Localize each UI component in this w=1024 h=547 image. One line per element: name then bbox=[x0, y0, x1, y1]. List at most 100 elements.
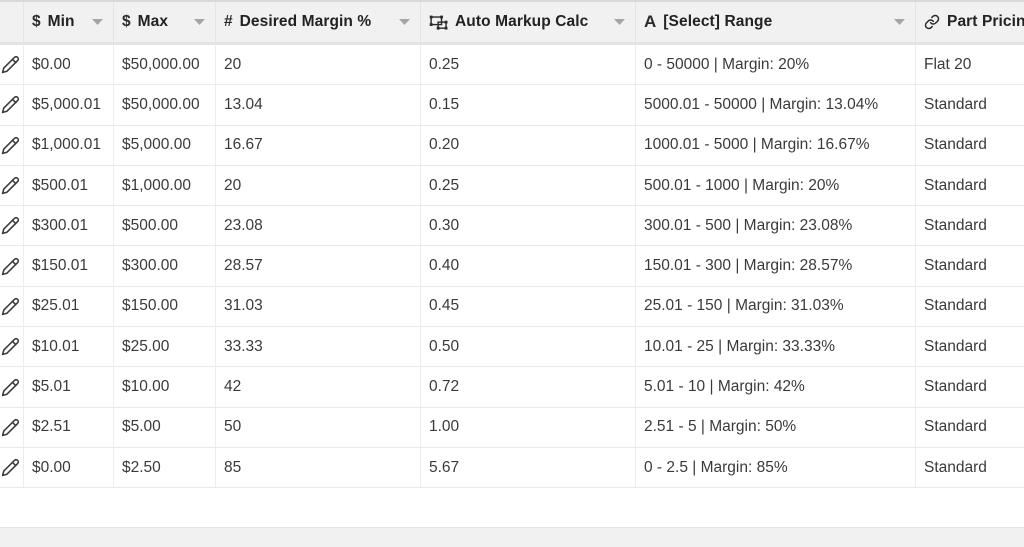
cell-select-range[interactable]: 150.01 - 300 | Margin: 28.57% bbox=[636, 246, 916, 286]
cell-part-pricing[interactable]: Standard bbox=[924, 337, 987, 355]
cell-auto-markup[interactable]: 5.67 bbox=[421, 447, 636, 488]
cell-auto-markup[interactable]: 1.00 bbox=[421, 407, 636, 447]
cell-max[interactable]: $10.00 bbox=[114, 367, 216, 407]
cell-desired-margin[interactable]: 16.67 bbox=[216, 125, 421, 165]
chevron-down-icon[interactable] bbox=[614, 19, 625, 25]
cell-auto-markup[interactable]: 0.15 bbox=[421, 85, 636, 125]
cell-auto-markup[interactable]: 0.72 bbox=[421, 367, 636, 407]
cell-select-range[interactable]: 5.01 - 10 | Margin: 42% bbox=[636, 367, 916, 407]
cell-select-range[interactable]: 300.01 - 500 | Margin: 23.08% bbox=[636, 206, 916, 246]
column-header-min[interactable]: $ Min bbox=[24, 2, 114, 42]
column-label: Desired Margin % bbox=[239, 13, 372, 30]
table-body: $0.00 $50,000.00 20 0.25 0 - 50000 | Mar… bbox=[0, 45, 1024, 489]
cell-part-pricing[interactable]: Standard bbox=[924, 257, 987, 275]
cell-part-pricing[interactable]: Flat 20 bbox=[924, 55, 972, 73]
cell-part-pricing[interactable]: Standard bbox=[924, 297, 987, 315]
table-row: $5,000.01 $50,000.00 13.04 0.15 5000.01 … bbox=[0, 85, 1024, 126]
cell-desired-margin[interactable]: 28.57 bbox=[216, 246, 421, 286]
cell-desired-margin[interactable]: 31.03 bbox=[216, 286, 421, 327]
cell-max[interactable]: $50,000.00 bbox=[114, 85, 216, 125]
table-row: $2.51 $5.00 50 1.00 2.51 - 5 | Margin: 5… bbox=[0, 407, 1024, 448]
table-row: $150.01 $300.00 28.57 0.40 150.01 - 300 … bbox=[0, 246, 1024, 287]
cell-part-pricing[interactable]: Standard bbox=[924, 95, 987, 113]
cell-min[interactable]: $5,000.01 bbox=[24, 85, 114, 125]
cell-max[interactable]: $5,000.00 bbox=[114, 125, 216, 165]
row-edit-button[interactable] bbox=[0, 447, 24, 488]
table-row: $0.00 $50,000.00 20 0.25 0 - 50000 | Mar… bbox=[0, 45, 1024, 86]
pencil-icon bbox=[1, 55, 20, 74]
column-header-max[interactable]: $ Max bbox=[114, 2, 216, 42]
cell-min[interactable]: $25.01 bbox=[24, 286, 114, 327]
cell-desired-margin[interactable]: 50 bbox=[216, 407, 421, 447]
cell-max[interactable]: $300.00 bbox=[114, 246, 216, 286]
cell-select-range[interactable]: 25.01 - 150 | Margin: 31.03% bbox=[636, 286, 916, 327]
cell-desired-margin[interactable]: 33.33 bbox=[216, 327, 421, 367]
cell-desired-margin[interactable]: 20 bbox=[216, 165, 421, 206]
cell-part-pricing[interactable]: Standard bbox=[924, 216, 987, 234]
chevron-down-icon[interactable] bbox=[894, 19, 905, 25]
grid-header: $ Min $ Max # Desired Margin % bbox=[0, 0, 1024, 45]
cell-part-pricing[interactable]: Standard bbox=[924, 378, 987, 396]
cell-min[interactable]: $500.01 bbox=[24, 165, 114, 206]
column-header-desired-margin[interactable]: # Desired Margin % bbox=[216, 2, 421, 42]
cell-auto-markup[interactable]: 0.40 bbox=[421, 246, 636, 286]
cell-part-pricing[interactable]: Standard bbox=[924, 418, 987, 436]
cell-desired-margin[interactable]: 20 bbox=[216, 45, 421, 85]
cell-min[interactable]: $300.01 bbox=[24, 206, 114, 246]
row-edit-button[interactable] bbox=[0, 125, 24, 165]
cell-max[interactable]: $25.00 bbox=[114, 327, 216, 367]
table-row: $25.01 $150.00 31.03 0.45 25.01 - 150 | … bbox=[0, 286, 1024, 328]
cell-min[interactable]: $0.00 bbox=[24, 45, 114, 85]
cell-auto-markup[interactable]: 0.20 bbox=[421, 125, 636, 165]
cell-max[interactable]: $500.00 bbox=[114, 206, 216, 246]
cell-select-range[interactable]: 0 - 50000 | Margin: 20% bbox=[636, 45, 916, 85]
cell-min[interactable]: $2.51 bbox=[24, 407, 114, 447]
cell-select-range[interactable]: 500.01 - 1000 | Margin: 20% bbox=[636, 165, 916, 206]
cell-min[interactable]: $5.01 bbox=[24, 367, 114, 407]
cell-select-range[interactable]: 5000.01 - 50000 | Margin: 13.04% bbox=[636, 85, 916, 125]
cell-auto-markup[interactable]: 0.50 bbox=[421, 327, 636, 367]
cell-max[interactable]: $5.00 bbox=[114, 407, 216, 447]
cell-desired-margin[interactable]: 42 bbox=[216, 367, 421, 407]
column-header-select-range[interactable]: A [Select] Range bbox=[636, 2, 916, 42]
link-icon bbox=[924, 14, 940, 30]
cell-desired-margin[interactable]: 13.04 bbox=[216, 85, 421, 125]
cell-part-pricing[interactable]: Standard bbox=[924, 136, 987, 154]
cell-select-range[interactable]: 2.51 - 5 | Margin: 50% bbox=[636, 407, 916, 447]
row-edit-button[interactable] bbox=[0, 367, 24, 407]
cell-select-range[interactable]: 0 - 2.5 | Margin: 85% bbox=[636, 447, 916, 488]
chevron-down-icon[interactable] bbox=[399, 19, 410, 25]
cell-max[interactable]: $1,000.00 bbox=[114, 165, 216, 206]
cell-desired-margin[interactable]: 85 bbox=[216, 447, 421, 488]
row-edit-button[interactable] bbox=[0, 85, 24, 125]
cell-select-range[interactable]: 1000.01 - 5000 | Margin: 16.67% bbox=[636, 125, 916, 165]
cell-min[interactable]: $0.00 bbox=[24, 447, 114, 488]
row-edit-button[interactable] bbox=[0, 246, 24, 286]
chevron-down-icon[interactable] bbox=[92, 19, 103, 25]
cell-desired-margin[interactable]: 23.08 bbox=[216, 206, 421, 246]
cell-auto-markup[interactable]: 0.30 bbox=[421, 206, 636, 246]
cell-min[interactable]: $1,000.01 bbox=[24, 125, 114, 165]
cell-auto-markup[interactable]: 0.45 bbox=[421, 286, 636, 327]
cell-max[interactable]: $50,000.00 bbox=[114, 45, 216, 85]
row-edit-button[interactable] bbox=[0, 206, 24, 246]
row-edit-button[interactable] bbox=[0, 45, 24, 85]
row-edit-button[interactable] bbox=[0, 286, 24, 327]
cell-select-range[interactable]: 10.01 - 25 | Margin: 33.33% bbox=[636, 327, 916, 367]
row-edit-button[interactable] bbox=[0, 407, 24, 447]
cell-min[interactable]: $150.01 bbox=[24, 246, 114, 286]
cell-auto-markup[interactable]: 0.25 bbox=[421, 165, 636, 206]
column-header-auto-markup-calc[interactable]: Auto Markup Calc bbox=[421, 2, 636, 42]
row-edit-button[interactable] bbox=[0, 327, 24, 367]
cell-max[interactable]: $2.50 bbox=[114, 447, 216, 488]
chevron-down-icon[interactable] bbox=[194, 19, 205, 25]
pencil-icon bbox=[1, 95, 20, 114]
cell-auto-markup[interactable]: 0.25 bbox=[421, 45, 636, 85]
row-edit-button[interactable] bbox=[0, 165, 24, 206]
cell-part-pricing[interactable]: Standard bbox=[924, 458, 987, 476]
cell-min[interactable]: $10.01 bbox=[24, 327, 114, 367]
text-icon: A bbox=[644, 12, 657, 31]
column-header-part-pricing[interactable]: Part Pricing bbox=[916, 2, 1024, 42]
cell-max[interactable]: $150.00 bbox=[114, 286, 216, 327]
cell-part-pricing[interactable]: Standard bbox=[924, 176, 987, 194]
